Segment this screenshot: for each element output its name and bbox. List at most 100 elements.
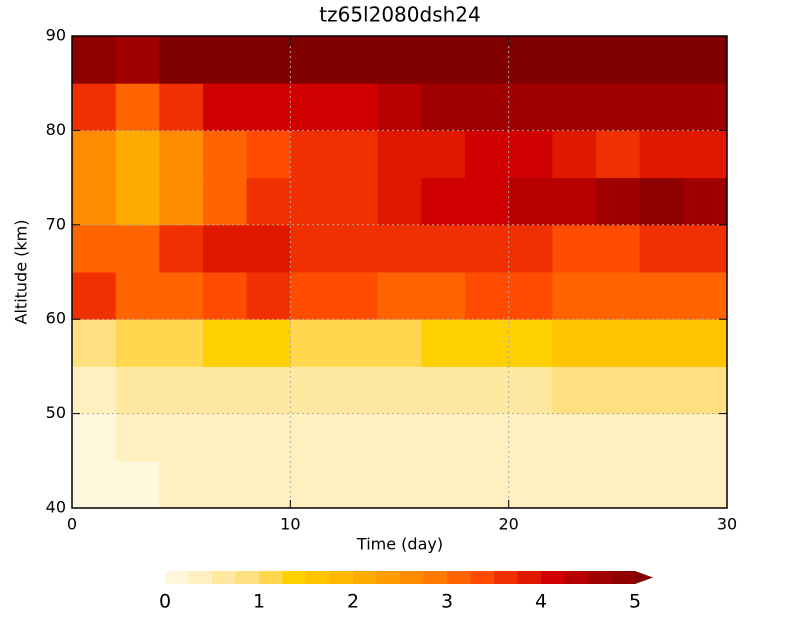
heat-cell [552, 36, 597, 84]
heat-cell [377, 413, 422, 462]
heat-cell [683, 366, 728, 415]
heat-cell [508, 36, 553, 84]
heat-cell [508, 130, 553, 179]
heat-cell [508, 460, 553, 509]
heat-cell [246, 366, 291, 415]
heat-cell [683, 319, 728, 367]
heat-cell [596, 177, 641, 226]
heat-cell [334, 36, 379, 84]
colorbar-swatch [588, 571, 612, 584]
heat-cell [290, 319, 335, 367]
colorbar-swatch [400, 571, 424, 584]
heat-cell [334, 366, 379, 415]
heat-cell [115, 36, 160, 84]
heat-cell [72, 460, 117, 509]
heat-cell [465, 36, 510, 84]
heat-cell [639, 460, 684, 509]
heat-cell [639, 36, 684, 84]
heat-cell [552, 224, 597, 273]
heat-cell [290, 413, 335, 462]
heat-cell [508, 272, 553, 320]
heat-cell [465, 130, 510, 179]
colorbar-swatch [259, 571, 283, 584]
heat-cell [377, 366, 422, 415]
heat-cell [639, 413, 684, 462]
heat-cell [596, 413, 641, 462]
y-tick-label: 70 [46, 214, 66, 233]
heat-cell [421, 460, 466, 509]
heat-cell [683, 272, 728, 320]
colorbar-swatch [564, 571, 589, 584]
heat-cell [159, 366, 204, 415]
heat-cell [203, 460, 248, 509]
heat-cell [596, 272, 641, 320]
heat-cell [334, 83, 379, 131]
heat-cell [203, 83, 248, 131]
heat-cell [552, 366, 597, 415]
heat-cell [377, 224, 422, 273]
y-tick-label: 60 [46, 309, 66, 328]
heat-cell [203, 413, 248, 462]
heat-cell [115, 319, 160, 367]
heat-cell [246, 36, 291, 84]
heat-cell [159, 413, 204, 462]
heat-cell [552, 177, 597, 226]
heat-cell [334, 272, 379, 320]
heat-cell [334, 224, 379, 273]
heat-cell [683, 460, 728, 509]
heat-cell [290, 83, 335, 131]
heat-cell [465, 413, 510, 462]
heat-cell [334, 177, 379, 226]
heat-cell [508, 366, 553, 415]
heat-cell [421, 83, 466, 131]
heat-cell [159, 272, 204, 320]
heat-cell [377, 83, 422, 131]
colorbar-tick-label: 2 [347, 591, 359, 613]
colorbar-swatch [212, 571, 236, 584]
heat-cell [639, 130, 684, 179]
heat-cell [72, 319, 117, 367]
heat-cell [115, 366, 160, 415]
heat-cell [508, 319, 553, 367]
heat-cell [159, 224, 204, 273]
colorbar-swatch [329, 571, 354, 584]
heat-cell [334, 460, 379, 509]
heat-cell [246, 83, 291, 131]
heat-cell [465, 366, 510, 415]
heat-cell [72, 83, 117, 131]
colorbar-swatch [282, 571, 307, 584]
heat-cell [465, 272, 510, 320]
heat-cell [290, 272, 335, 320]
heat-cell [246, 413, 291, 462]
heat-cell [115, 177, 160, 226]
heat-cell [552, 413, 597, 462]
colorbar-tick-label: 1 [253, 591, 265, 613]
heat-cell [203, 224, 248, 273]
heat-cell [683, 413, 728, 462]
heat-cell [377, 272, 422, 320]
heat-cell [159, 460, 204, 509]
heat-cell [72, 272, 117, 320]
heat-cell [421, 36, 466, 84]
heat-cell [203, 272, 248, 320]
heat-cell [683, 83, 728, 131]
colorbar-tick-label: 3 [441, 591, 453, 613]
x-axis-label: Time (day) [356, 535, 443, 554]
heat-cell [683, 177, 728, 226]
y-tick-label: 50 [46, 403, 66, 422]
colorbar-swatch [165, 571, 189, 584]
colorbar-swatch [517, 571, 542, 584]
heat-cell [246, 272, 291, 320]
heat-cell [115, 272, 160, 320]
heat-cell [552, 319, 597, 367]
heat-cell [639, 366, 684, 415]
heat-cell [639, 177, 684, 226]
heat-cell [508, 177, 553, 226]
heat-cell [290, 366, 335, 415]
heat-cell [683, 130, 728, 179]
heat-cell [203, 366, 248, 415]
heat-cell [290, 460, 335, 509]
heat-cell [421, 224, 466, 273]
heat-cell [465, 224, 510, 273]
